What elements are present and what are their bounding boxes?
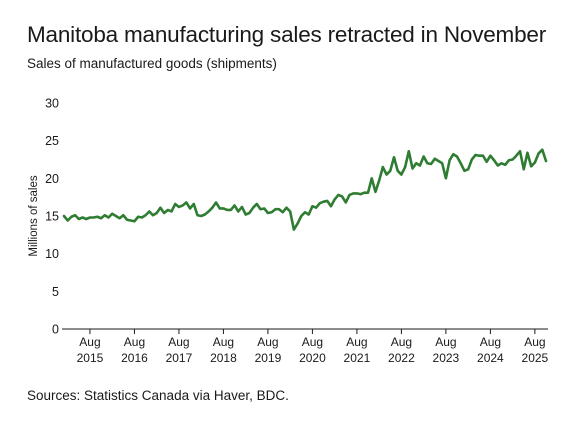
chart-subtitle: Sales of manufactured goods (shipments) xyxy=(27,56,277,71)
x-tick-label-month: Aug xyxy=(346,335,367,349)
x-tick-label-year: 2019 xyxy=(255,351,282,365)
y-axis-title: Millions of sales xyxy=(28,175,40,256)
x-axis-ticks: Aug 2015 Aug 2016 Aug 2017 Aug 2018 Aug 2019 Aug 20… xyxy=(77,329,549,365)
x-tick-label-year: 2018 xyxy=(210,351,237,365)
x-tick-label-year: 2016 xyxy=(121,351,148,365)
x-tick-label-month: Aug xyxy=(257,335,278,349)
y-tick-label: 10 xyxy=(45,247,59,261)
x-tick-label-month: Aug xyxy=(435,335,456,349)
x-tick-label-year: 2023 xyxy=(433,351,460,365)
source-note: Sources: Statistics Canada via Haver, BD… xyxy=(27,388,289,403)
x-tick-label-year: 2015 xyxy=(77,351,104,365)
y-tick-label: 15 xyxy=(45,210,59,224)
series-line-manufacturing-sales xyxy=(62,148,548,231)
x-tick-label-month: Aug xyxy=(302,335,323,349)
x-tick-label-month: Aug xyxy=(213,335,234,349)
y-tick-label: 30 xyxy=(45,97,59,111)
y-axis-ticks: 0 5 10 15 20 25 30 xyxy=(45,97,59,337)
x-tick-label-year: 2022 xyxy=(388,351,415,365)
x-tick-label-month: Aug xyxy=(391,335,412,349)
x-tick-label-month: Aug xyxy=(79,335,100,349)
x-tick-label-month: Aug xyxy=(124,335,145,349)
x-tick-label-month: Aug xyxy=(168,335,189,349)
y-tick-label: 20 xyxy=(45,172,59,186)
y-tick-label: 25 xyxy=(45,134,59,148)
x-tick-label-year: 2017 xyxy=(166,351,193,365)
x-tick-label-month: Aug xyxy=(524,335,545,349)
x-tick-label-year: 2020 xyxy=(299,351,326,365)
x-tick-label-year: 2024 xyxy=(477,351,504,365)
y-tick-label: 0 xyxy=(52,323,59,337)
y-tick-label: 5 xyxy=(52,285,59,299)
x-tick-label-month: Aug xyxy=(480,335,501,349)
x-tick-label-year: 2025 xyxy=(522,351,549,365)
x-tick-label-year: 2021 xyxy=(344,351,371,365)
chart-title: Manitoba manufacturing sales retracted i… xyxy=(27,22,547,47)
